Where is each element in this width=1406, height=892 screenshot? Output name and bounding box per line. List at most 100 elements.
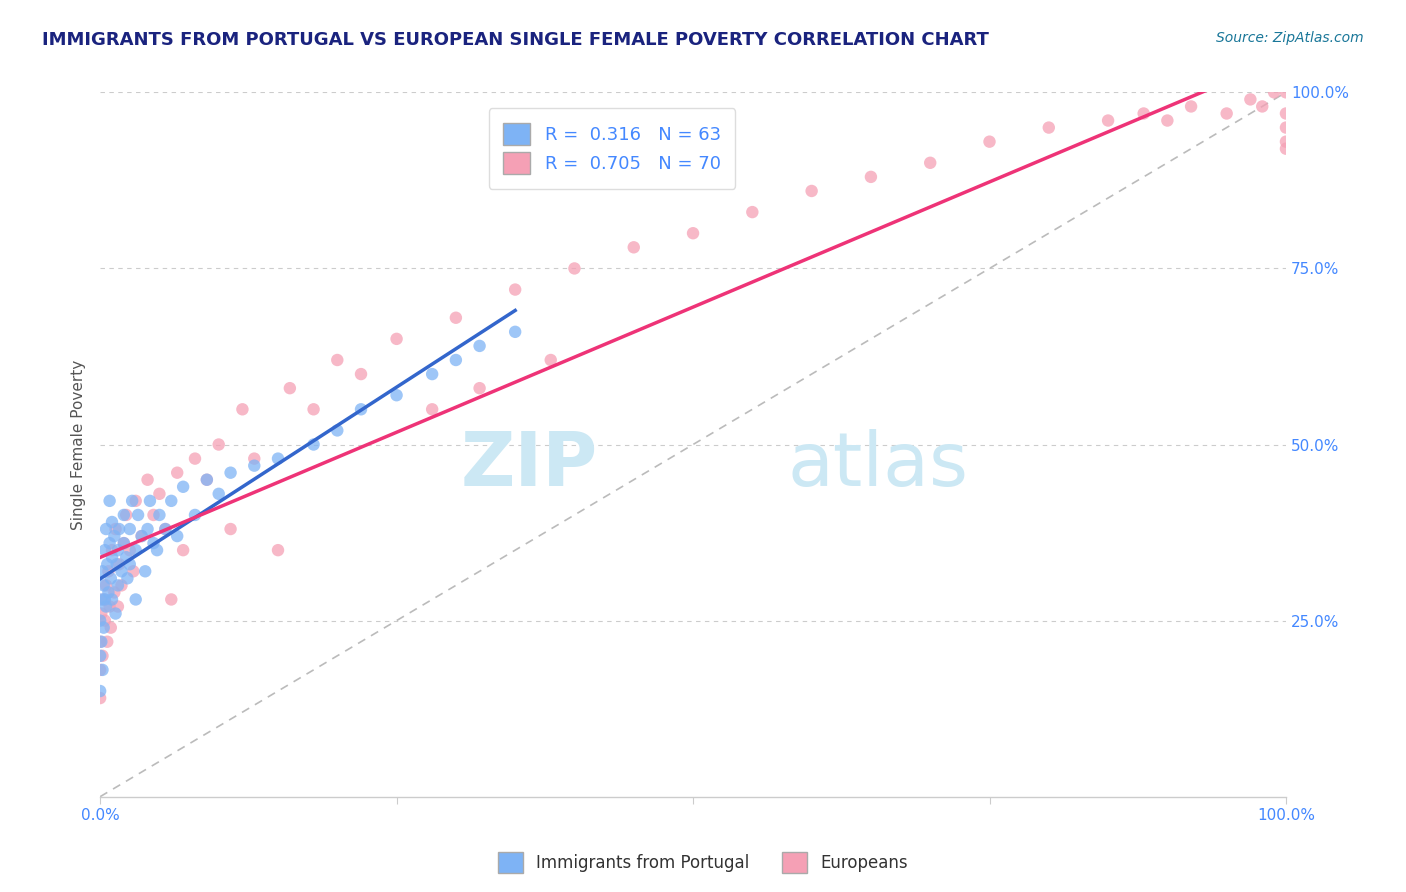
Legend: Immigrants from Portugal, Europeans: Immigrants from Portugal, Europeans xyxy=(491,846,915,880)
Point xyxy=(231,402,253,417)
Point xyxy=(101,543,124,558)
Point xyxy=(107,599,129,614)
Point xyxy=(107,543,129,558)
Point xyxy=(101,550,124,565)
Point xyxy=(115,508,138,522)
Point xyxy=(105,558,128,572)
Point xyxy=(800,184,823,198)
Point xyxy=(101,592,124,607)
Point xyxy=(326,424,349,438)
Point xyxy=(243,451,266,466)
Point xyxy=(979,135,1001,149)
Point xyxy=(195,473,218,487)
Point xyxy=(1251,99,1274,113)
Point xyxy=(267,451,290,466)
Point xyxy=(1275,142,1298,156)
Point xyxy=(93,592,115,607)
Text: atlas: atlas xyxy=(787,429,969,502)
Point xyxy=(122,564,145,578)
Point xyxy=(468,339,491,353)
Point xyxy=(468,381,491,395)
Point xyxy=(96,634,118,648)
Point xyxy=(107,578,129,592)
Point xyxy=(148,508,170,522)
Point xyxy=(184,451,207,466)
Point xyxy=(103,529,125,543)
Point xyxy=(89,663,111,677)
Point xyxy=(100,621,122,635)
Point xyxy=(1275,120,1298,135)
Point xyxy=(89,634,111,648)
Point xyxy=(104,607,127,621)
Point xyxy=(219,522,242,536)
Y-axis label: Single Female Poverty: Single Female Poverty xyxy=(72,359,86,530)
Point xyxy=(1215,106,1237,120)
Point xyxy=(1132,106,1154,120)
Point xyxy=(682,226,704,240)
Point xyxy=(98,599,121,614)
Point xyxy=(96,558,118,572)
Point xyxy=(420,367,443,381)
Point xyxy=(155,522,177,536)
Point xyxy=(1275,135,1298,149)
Point xyxy=(385,332,408,346)
Point xyxy=(89,614,111,628)
Point xyxy=(97,564,120,578)
Point xyxy=(326,353,349,368)
Point xyxy=(564,261,586,276)
Point xyxy=(420,402,443,417)
Legend: R =  0.316   N = 63, R =  0.705   N = 70: R = 0.316 N = 63, R = 0.705 N = 70 xyxy=(489,109,735,188)
Point xyxy=(89,691,111,706)
Point xyxy=(108,558,131,572)
Point xyxy=(93,621,115,635)
Point xyxy=(444,310,467,325)
Point xyxy=(91,564,114,578)
Point xyxy=(172,543,194,558)
Point xyxy=(112,508,135,522)
Point xyxy=(117,571,139,585)
Point xyxy=(98,494,121,508)
Point xyxy=(110,564,132,578)
Point xyxy=(302,402,325,417)
Point xyxy=(94,592,117,607)
Point xyxy=(134,564,156,578)
Point xyxy=(623,240,645,254)
Point xyxy=(90,634,112,648)
Point xyxy=(1038,120,1060,135)
Point xyxy=(503,283,526,297)
Point xyxy=(91,648,114,663)
Point xyxy=(94,543,117,558)
Point xyxy=(385,388,408,402)
Point xyxy=(859,169,882,184)
Point xyxy=(1263,86,1285,100)
Point xyxy=(195,473,218,487)
Point xyxy=(1156,113,1178,128)
Point xyxy=(118,543,141,558)
Point xyxy=(160,592,183,607)
Point xyxy=(118,558,141,572)
Point xyxy=(94,522,117,536)
Point xyxy=(101,515,124,529)
Point xyxy=(184,508,207,522)
Point xyxy=(139,494,162,508)
Point xyxy=(121,494,143,508)
Text: Source: ZipAtlas.com: Source: ZipAtlas.com xyxy=(1216,31,1364,45)
Point xyxy=(89,648,111,663)
Point xyxy=(148,487,170,501)
Point xyxy=(118,522,141,536)
Point xyxy=(112,536,135,550)
Point xyxy=(142,536,165,550)
Point xyxy=(208,437,231,451)
Point xyxy=(302,437,325,451)
Point xyxy=(208,487,231,501)
Point xyxy=(125,494,148,508)
Point xyxy=(160,494,183,508)
Point xyxy=(104,522,127,536)
Point xyxy=(1097,113,1119,128)
Point xyxy=(920,156,942,170)
Point xyxy=(1275,106,1298,120)
Text: ZIP: ZIP xyxy=(461,429,598,502)
Point xyxy=(110,578,132,592)
Point xyxy=(1239,92,1261,106)
Point xyxy=(94,614,117,628)
